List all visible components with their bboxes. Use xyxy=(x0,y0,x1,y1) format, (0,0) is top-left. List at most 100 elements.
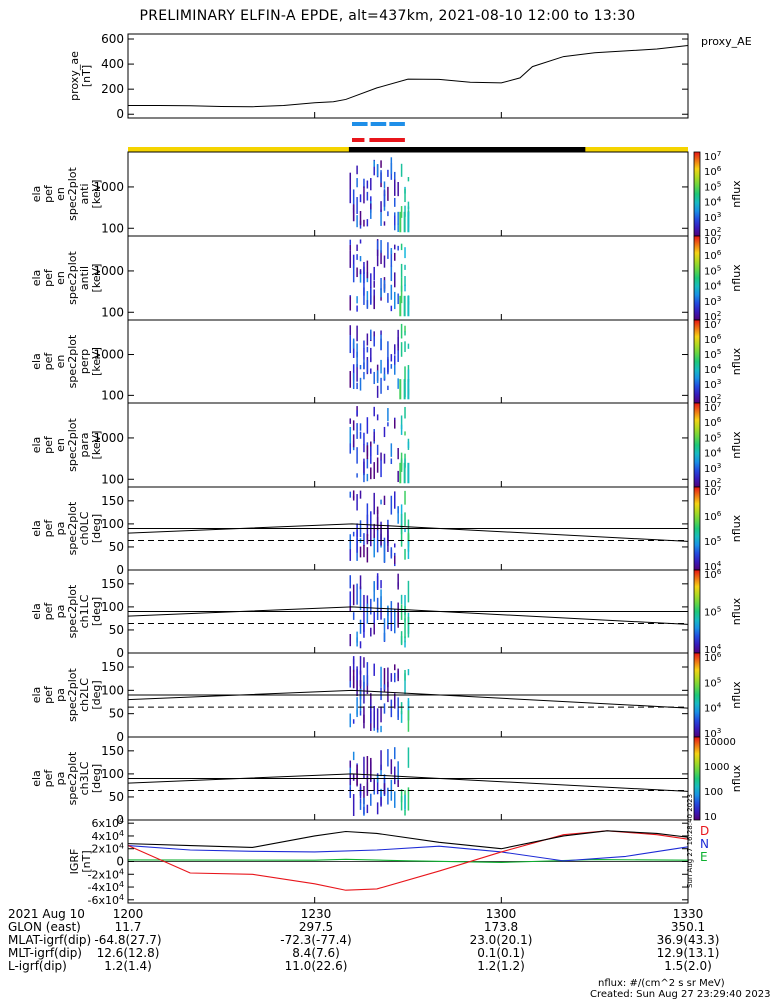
y-axis-label: spec2plot xyxy=(66,251,79,305)
created-timestamp: Created: Sun Aug 27 23:29:40 2023 xyxy=(590,989,771,1000)
spectrogram-cell xyxy=(349,605,352,612)
y-tick-label: 1000 xyxy=(93,348,124,362)
spectrogram-cell xyxy=(387,605,389,626)
y-axis-label: [nT] xyxy=(80,850,93,872)
x-tick-label: 1200 xyxy=(113,907,144,921)
y-tick-label: 100 xyxy=(101,517,124,531)
colorbar-tick-label: 106 xyxy=(704,164,722,178)
spectrogram-cell xyxy=(380,580,382,589)
spectrogram-cell xyxy=(394,276,396,288)
side-timestamp: Sun Aug 27 16:28:40 2023 xyxy=(686,793,694,888)
spectrogram-cell xyxy=(370,446,372,464)
spectrogram-cell xyxy=(383,374,386,379)
y-axis-label: ela xyxy=(30,520,43,537)
spectrogram-cell xyxy=(373,295,375,310)
spectrogram-cell xyxy=(390,284,393,300)
y-axis-label: pef xyxy=(42,602,55,621)
spectrogram-cell xyxy=(370,209,372,219)
spectrogram-cell xyxy=(349,244,352,251)
spectrogram-cell xyxy=(394,291,396,310)
y-axis-label: anti xyxy=(78,183,91,204)
y-axis-label: ch1LC xyxy=(78,594,91,628)
colorbar-tick-label: 105 xyxy=(704,347,721,361)
ephemeris-value: 173.8 xyxy=(484,920,518,934)
y-axis-label: spec2plot xyxy=(66,167,79,221)
spectrogram-cell xyxy=(376,802,379,815)
spectrogram-cell xyxy=(380,788,382,797)
spectrogram-cell xyxy=(397,761,399,782)
igrf-series-line xyxy=(127,858,689,864)
spectrogram-cell xyxy=(349,335,352,354)
spectrogram-cell xyxy=(387,385,389,391)
colorbar-tick-label: 107 xyxy=(704,484,721,498)
spectrogram-cell xyxy=(397,223,399,232)
loss-cone-line xyxy=(127,523,689,542)
y-tick-label: 150 xyxy=(101,494,124,508)
spectrogram-cell xyxy=(366,683,369,695)
spectrogram-cell xyxy=(359,490,362,499)
spectrogram-cell xyxy=(352,751,355,761)
colorbar-tick-label: 104 xyxy=(704,642,722,656)
y-tick-label: 0 xyxy=(116,730,124,744)
y-axis-label: pa xyxy=(54,688,67,702)
spectrogram-cell xyxy=(359,194,362,203)
ephemeris-value: 11.0(22.6) xyxy=(285,959,348,973)
spectrogram-cell xyxy=(359,239,362,244)
spectrogram-cell xyxy=(400,789,403,803)
spectrogram-cell xyxy=(366,547,369,563)
spectrogram-cell xyxy=(383,541,386,563)
y-axis-label: proxy_ae xyxy=(68,51,81,101)
spectrogram-cell xyxy=(376,530,379,553)
y-tick-label: 50 xyxy=(109,790,124,804)
spectrogram-cell xyxy=(363,675,365,689)
spectrogram-cell xyxy=(400,702,403,715)
spectrogram-cell xyxy=(363,473,365,483)
spectrogram-cell xyxy=(363,219,365,227)
y-tick-label: 100 xyxy=(101,388,124,402)
y-axis-label: perp xyxy=(78,349,91,374)
spectrogram-cell xyxy=(390,458,393,465)
y-axis-label: [nT] xyxy=(80,65,93,87)
spectrogram-cell xyxy=(387,749,389,767)
spectrogram-cell xyxy=(383,495,386,505)
ephemeris-value: 0.1(0.1) xyxy=(477,946,525,960)
spectrogram-cell xyxy=(363,797,365,816)
igrf-series-line xyxy=(127,844,689,862)
spectrogram-cell xyxy=(356,764,358,786)
spectrogram-cell xyxy=(359,364,362,370)
colorbar xyxy=(693,151,701,237)
spectrogram-cell xyxy=(352,445,355,451)
blue-bar-mark xyxy=(389,122,405,126)
y-tick-label: 100 xyxy=(101,600,124,614)
spectrogram-cell xyxy=(407,580,410,603)
y-axis-label: en xyxy=(54,187,67,201)
spectrogram-cell xyxy=(349,418,352,424)
spectrogram-cell xyxy=(376,444,379,455)
spectrogram-cell xyxy=(407,369,410,383)
y-axis-label: [deg] xyxy=(90,597,103,626)
colorbar-label: nflux xyxy=(730,264,743,292)
spectrogram-cell xyxy=(407,206,410,214)
spectrogram-cell xyxy=(366,360,369,373)
spectrogram-cell xyxy=(394,492,396,509)
proxy-ae-line xyxy=(128,45,689,108)
spectrogram-cell xyxy=(383,703,386,714)
spectrogram-cell xyxy=(403,462,406,484)
ephemeris-value: -64.8(27.7) xyxy=(94,933,161,947)
blue-bar-mark xyxy=(370,122,387,126)
spectrogram-cell xyxy=(404,512,406,526)
spectrogram-cell xyxy=(359,377,362,391)
spectrogram-cell xyxy=(356,709,358,715)
y-axis-label: pef xyxy=(42,268,55,287)
colorbar-tick-label: 102 xyxy=(704,225,721,239)
spectrogram-cell xyxy=(370,467,372,480)
spectrogram-cell xyxy=(383,181,386,189)
spectrogram-cell xyxy=(370,524,372,547)
y-axis-label: ch2LC xyxy=(78,678,91,712)
spectrogram-cell xyxy=(383,684,386,690)
y-tick-label: 100 xyxy=(101,767,124,781)
y-tick-label: 0 xyxy=(116,855,124,869)
spectrogram-cell xyxy=(356,215,358,228)
spectrogram-cell xyxy=(356,305,358,312)
